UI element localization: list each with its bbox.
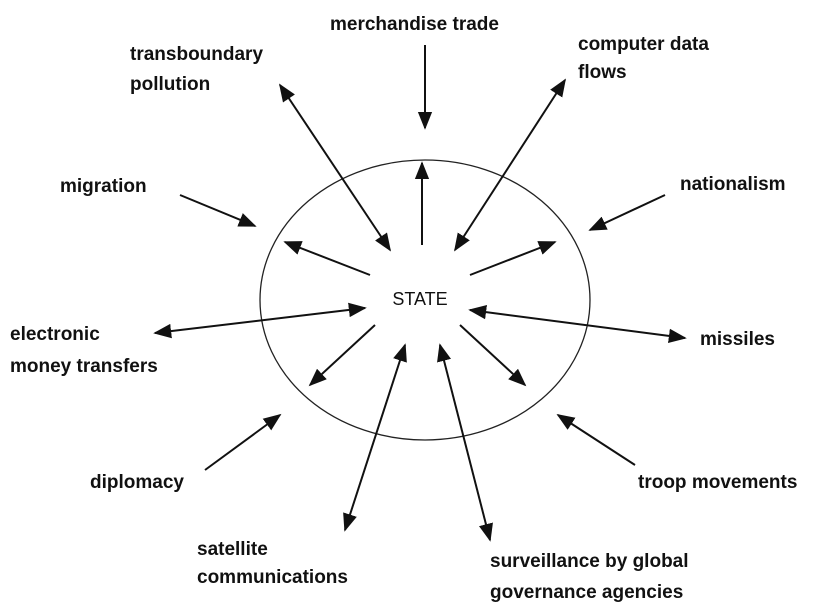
arrow <box>437 343 493 542</box>
node-label: pollution <box>130 74 210 95</box>
center-label: STATE <box>392 289 447 309</box>
node-label: satellite <box>197 539 268 560</box>
node-label: troop movements <box>638 472 797 493</box>
arrow <box>153 302 367 339</box>
arrow <box>343 343 407 532</box>
arrow <box>556 414 636 466</box>
arrow <box>454 78 566 252</box>
arrow <box>279 83 391 252</box>
node-label: electronic <box>10 324 100 345</box>
node-label: transboundary <box>130 44 263 65</box>
node-label: nationalism <box>680 174 786 195</box>
node-label: flows <box>578 62 627 83</box>
node-label: migration <box>60 176 147 197</box>
node-label: communications <box>197 567 348 588</box>
arrow <box>283 241 371 276</box>
arrow <box>469 241 557 276</box>
node-label: missiles <box>700 329 775 350</box>
node-label: governance agencies <box>490 582 683 603</box>
arrow <box>204 413 282 471</box>
arrow <box>468 304 687 344</box>
arrow <box>179 194 257 227</box>
node-label: computer data <box>578 34 709 55</box>
arrow <box>459 324 527 387</box>
arrow <box>588 194 666 231</box>
node-label: merchandise trade <box>330 14 499 35</box>
node-label: money transfers <box>10 356 158 377</box>
node-label: surveillance by global <box>490 551 689 572</box>
node-label: diplomacy <box>90 472 184 493</box>
arrows <box>153 45 687 542</box>
state-boundary <box>259 159 591 441</box>
arrow <box>308 324 376 387</box>
